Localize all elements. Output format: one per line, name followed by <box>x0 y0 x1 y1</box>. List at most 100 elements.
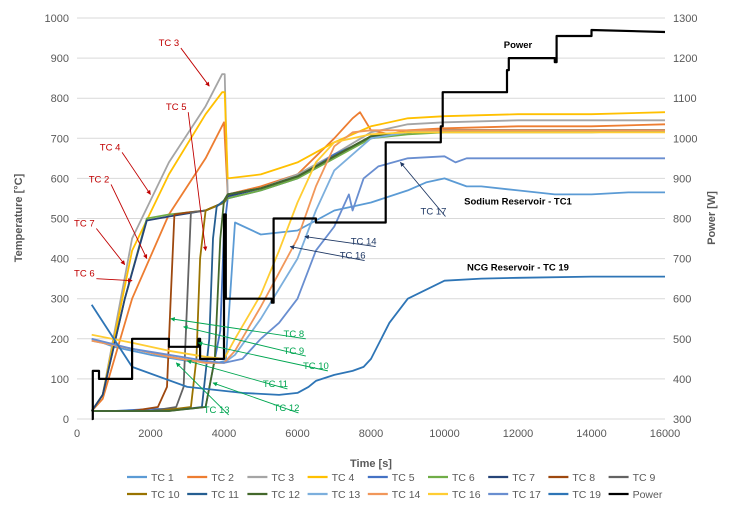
legend-entry: TC 4 <box>332 472 355 484</box>
series-line-tc-9 <box>91 129 665 412</box>
annotation-arrow <box>400 162 446 217</box>
y2-tick-label: 1300 <box>673 13 697 25</box>
series-line-tc-19 <box>90 275 665 396</box>
y2-tick-label: 800 <box>673 214 691 226</box>
y-tick-label: 100 <box>51 374 69 386</box>
y-tick-label: 600 <box>51 173 69 185</box>
annotation-arrow <box>180 47 210 87</box>
annotation-label: TC 6 <box>74 269 95 280</box>
annotation-arrow <box>289 245 365 262</box>
annotation-arrow <box>110 184 148 260</box>
x-tick-label: 2000 <box>138 428 162 440</box>
y-tick-label: 500 <box>51 214 69 226</box>
series-line-tc-17 <box>91 155 665 364</box>
annotation-label: TC 12 <box>274 403 300 414</box>
series-line-tc-14 <box>91 129 665 364</box>
annotation-label: TC 9 <box>284 346 305 357</box>
series-line-tc-1 <box>91 177 665 364</box>
axes: 0 100 200 300 400 500 600 700 800 900 1000 300 400 50… <box>45 13 698 440</box>
legend-entry: TC 6 <box>452 472 475 484</box>
annotation-label: TC 17 <box>421 206 447 217</box>
legend-entry: TC 13 <box>332 489 361 501</box>
y2-tick-label: 700 <box>673 254 691 266</box>
legend-entry: TC 5 <box>392 472 415 484</box>
annotation-label: Power <box>504 40 533 51</box>
annotation-label: TC 10 <box>303 361 329 372</box>
x-tick-label: 6000 <box>285 428 309 440</box>
annotation-arrow <box>304 234 376 248</box>
legend-entry: TC 1 <box>151 472 174 484</box>
legend-entry: TC 10 <box>151 489 180 501</box>
annotation-arrow <box>186 359 288 390</box>
series-line-tc-2 <box>91 111 666 412</box>
x-tick-label: 8000 <box>359 428 383 440</box>
series-line-tc-16 <box>91 131 665 360</box>
x-tick-label: 14000 <box>576 428 607 440</box>
legend-entry: TC 12 <box>271 489 300 501</box>
annotation-arrow <box>95 228 126 265</box>
series-line-tc-5 <box>91 129 665 412</box>
y-tick-label: 300 <box>51 294 69 306</box>
y-tick-label: 900 <box>51 53 69 65</box>
series-line-tc-4 <box>90 91 666 412</box>
annotation-label: TC 5 <box>166 102 187 113</box>
series-line-tc-13 <box>91 129 665 364</box>
legend-entry: TC 9 <box>633 472 656 484</box>
y2-tick-label: 300 <box>673 414 691 426</box>
annotation-label: TC 16 <box>340 251 366 262</box>
series-line-tc-8 <box>91 129 665 412</box>
annotation-arrow <box>96 278 133 283</box>
y-tick-label: 200 <box>51 334 69 346</box>
annotation-arrow <box>187 112 208 252</box>
annotation-arrow <box>183 325 306 357</box>
y2-tick-label: 400 <box>673 374 691 386</box>
legend-entry: TC 7 <box>512 472 535 484</box>
y-tick-label: 800 <box>51 93 69 105</box>
y-tick-label: 400 <box>51 254 69 266</box>
y2-tick-label: 1000 <box>673 133 697 145</box>
y2-axis-title: Power [W] <box>706 191 718 245</box>
y2-tick-label: 1100 <box>673 93 697 105</box>
annotation-label: TC 8 <box>284 329 305 340</box>
series-line-tc-11 <box>91 129 665 412</box>
x-axis-title: Time [s] <box>350 458 392 470</box>
series-lines <box>90 28 666 421</box>
series-line-power <box>91 28 666 421</box>
y2-tick-label: 600 <box>673 294 691 306</box>
y-axis-title: Temperature [°C] <box>13 173 25 262</box>
annotation-label: TC 2 <box>89 174 110 185</box>
annotation-label: TC 7 <box>74 219 95 230</box>
y-tick-label: 700 <box>51 133 69 145</box>
annotation-label: TC 3 <box>159 38 180 49</box>
y2-tick-label: 500 <box>673 334 691 346</box>
legend-entry: TC 3 <box>271 472 294 484</box>
legend: TC 1 TC 2 TC 3 TC 4 TC 5 TC 6 TC 7 TC 8 TC 9 TC 1… <box>127 472 663 501</box>
series-line-tc-10 <box>91 129 665 412</box>
annotation-arrow <box>212 382 299 414</box>
annotation-label: NCG Reservoir - TC 19 <box>467 263 569 274</box>
annotation-label: TC 11 <box>263 379 288 390</box>
legend-entry: TC 11 <box>211 489 239 501</box>
x-tick-label: 12000 <box>503 428 534 440</box>
annotation-arrow <box>197 341 328 372</box>
y-tick-label: 1000 <box>45 13 69 25</box>
legend-entry: TC 14 <box>392 489 421 501</box>
annotation-label: Sodium Reservoir - TC1 <box>464 196 572 207</box>
legend-entry: TC 8 <box>572 472 595 484</box>
annotation-label: TC 14 <box>351 237 377 248</box>
legend-entry: Power <box>633 489 663 501</box>
annotation-label: TC 13 <box>204 405 230 416</box>
x-tick-label: 16000 <box>650 428 681 440</box>
x-tick-label: 0 <box>74 428 80 440</box>
annotation-label: TC 4 <box>100 142 121 153</box>
y-tick-label: 0 <box>63 414 69 426</box>
y2-tick-label: 1200 <box>673 53 697 65</box>
legend-entry: TC 17 <box>512 489 541 501</box>
annotation-arrow <box>170 317 306 340</box>
series-line-tc-7 <box>90 129 665 412</box>
series-line-tc-6 <box>90 129 666 412</box>
y2-tick-label: 900 <box>673 173 691 185</box>
x-tick-label: 10000 <box>429 428 460 440</box>
annotations: TC 3 TC 5 TC 4 TC 2 TC 7 TC 6 TC 8 TC 9 TC 10 TC … <box>74 38 573 416</box>
